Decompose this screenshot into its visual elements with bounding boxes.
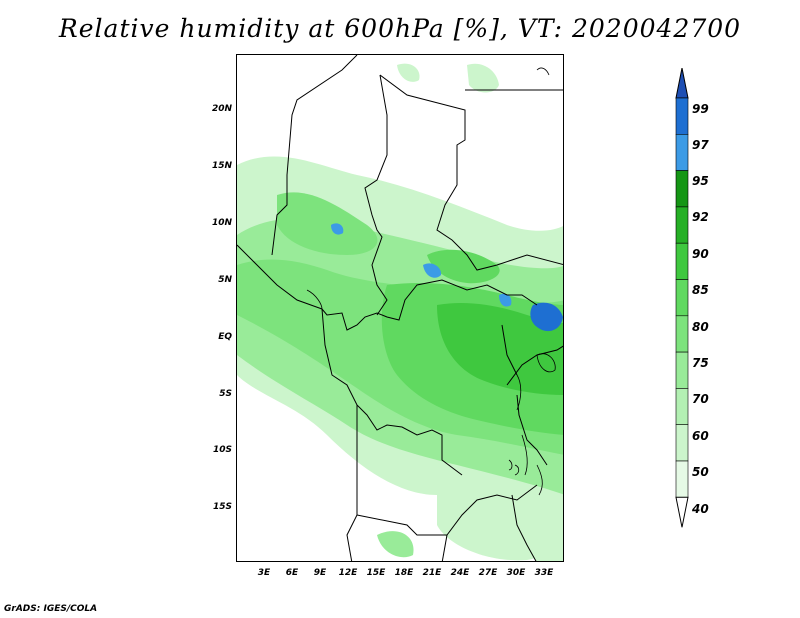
- lon-label-30e: 30E: [506, 568, 526, 578]
- lat-label-5n: 5N: [218, 275, 232, 285]
- colorbar-segment: [675, 97, 689, 135]
- country-borders: [237, 55, 563, 561]
- lakes: [508, 353, 556, 496]
- colorbar-label-85: 85: [692, 283, 709, 297]
- colorbar-label-99: 99: [692, 102, 709, 116]
- lat-label-10n: 10N: [211, 218, 232, 228]
- lon-label-9e: 9E: [313, 568, 327, 578]
- colorbar-segment: [675, 388, 689, 425]
- colorbar-segment: [675, 170, 689, 208]
- colorbar-segment: [675, 460, 689, 498]
- colorbar-label-60: 60: [692, 429, 709, 443]
- lon-label-27e: 27E: [478, 568, 498, 578]
- lon-label-18e: 18E: [394, 568, 414, 578]
- colorbar-label-92: 92: [692, 210, 709, 224]
- colorbar-label-95: 95: [692, 174, 709, 188]
- lat-label-10s: 10S: [212, 445, 232, 455]
- colorbar-segment: [675, 134, 689, 171]
- colorbar-segment-bottom: [675, 496, 689, 528]
- lon-label-12e: 12E: [338, 568, 358, 578]
- colorbar-label-70: 70: [692, 392, 709, 406]
- colorbar-label-40: 40: [692, 502, 709, 516]
- lat-label-5s: 5S: [219, 389, 232, 399]
- humidity-fill: [237, 63, 563, 561]
- colorbar-segment-top: [675, 68, 689, 99]
- colorbar-label-50: 50: [692, 465, 709, 479]
- map-panel: [236, 54, 564, 562]
- lon-label-15e: 15E: [366, 568, 386, 578]
- colorbar-segment: [675, 206, 689, 244]
- coastline: [306, 67, 550, 310]
- grads-credit: GrADS: IGES/COLA: [4, 604, 98, 614]
- colorbar-label-90: 90: [692, 247, 709, 261]
- colorbar-segment: [675, 424, 689, 462]
- colorbar-label-97: 97: [692, 138, 709, 152]
- colorbar-label-75: 75: [692, 356, 709, 370]
- map-title: Relative humidity at 600hPa [%], VT: 202…: [58, 14, 742, 43]
- colorbar-segment: [675, 242, 689, 280]
- lat-label-eq: EQ: [218, 332, 232, 342]
- humidity-map: [237, 55, 563, 561]
- colorbar-segment: [675, 279, 689, 317]
- lon-label-6e: 6E: [285, 568, 299, 578]
- lon-label-3e: 3E: [257, 568, 271, 578]
- lat-label-20n: 20N: [211, 104, 232, 114]
- lon-label-24e: 24E: [450, 568, 470, 578]
- colorbar-segment: [675, 315, 689, 353]
- colorbar: [675, 68, 689, 528]
- colorbar-label-80: 80: [692, 320, 709, 334]
- lon-label-33e: 33E: [534, 568, 554, 578]
- lat-label-15n: 15N: [211, 161, 232, 171]
- colorbar-segment: [675, 351, 689, 389]
- lon-label-21e: 21E: [422, 568, 442, 578]
- lat-label-15s: 15S: [212, 502, 232, 512]
